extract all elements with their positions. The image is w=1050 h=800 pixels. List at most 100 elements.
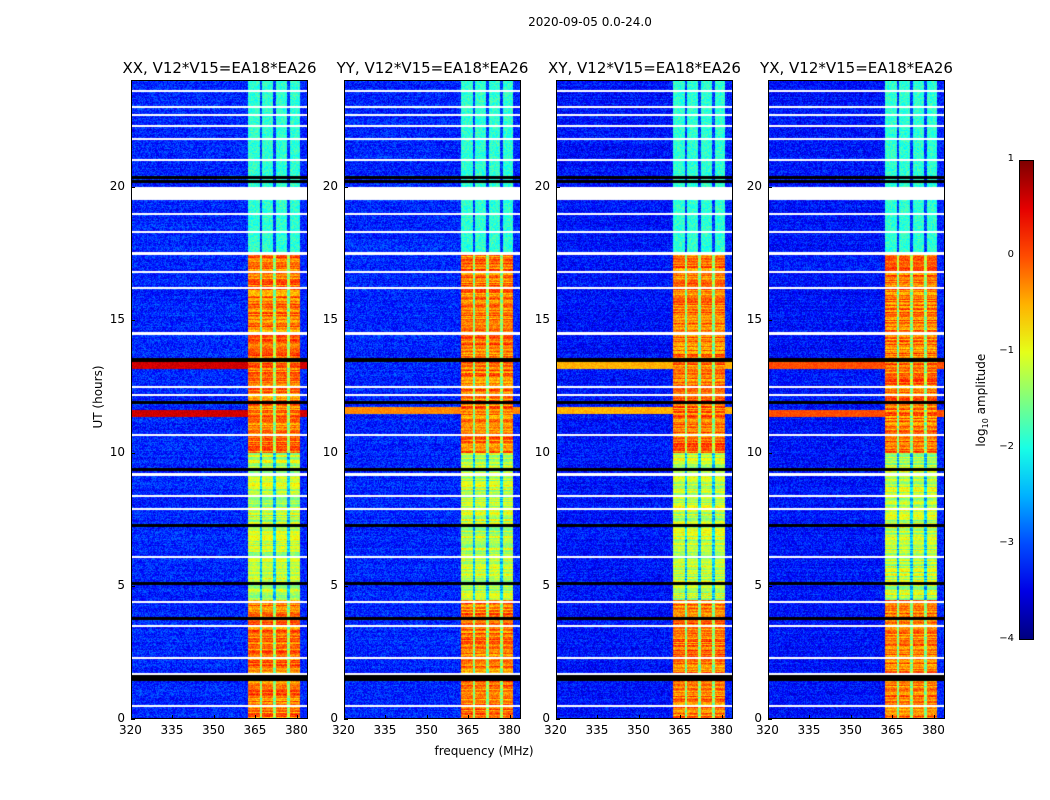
x-tick-label: 350 [201, 723, 225, 737]
panel-title: YX, V12*V15=EA18*EA26 [760, 59, 953, 77]
y-tick-label: 0 [117, 711, 125, 725]
x-tick-mark [850, 715, 852, 719]
x-axis-label: frequency (MHz) [434, 744, 534, 758]
y-tick-label: 15 [322, 311, 338, 326]
colorbar-tick-label: 1 [1007, 153, 1014, 164]
x-tick-label: 365 [880, 723, 904, 737]
x-tick-label: 365 [668, 723, 692, 737]
x-tick-label: 320 [544, 723, 567, 737]
y-tick-mark [131, 319, 135, 321]
x-tick-mark [809, 715, 811, 719]
y-tick-mark [131, 719, 135, 720]
heatmap-panel: XY, V12*V15=EA18*EA26 320 335 350 365 380 0 5 10… [535, 59, 741, 737]
heatmap-cells [768, 80, 945, 719]
y-tick-label: 20 [746, 178, 762, 193]
colorbar-tick-label: −2 [999, 441, 1014, 452]
y-tick-label: 20 [109, 178, 125, 193]
x-tick-mark [344, 715, 345, 719]
x-tick-label: 350 [626, 723, 650, 737]
x-tick-mark [509, 715, 511, 719]
x-tick-label: 380 [921, 723, 945, 737]
y-tick-label: 5 [330, 577, 338, 592]
colorbar-label: log10 amplitude [973, 353, 991, 447]
y-tick-label: 5 [542, 577, 550, 592]
heatmap-panel: XX, V12*V15=EA18*EA26 320 335 350 365 380 0 5 10… [110, 59, 317, 737]
y-tick-label: 15 [746, 311, 762, 326]
colorbar-tick-label: 0 [1007, 249, 1014, 260]
x-tick-label: 335 [160, 723, 184, 737]
x-tick-mark [426, 715, 428, 719]
heatmap-cells [344, 80, 521, 719]
y-tick-mark [768, 319, 772, 321]
x-tick-mark [172, 715, 174, 719]
y-tick-label: 5 [117, 577, 125, 592]
x-tick-mark [933, 715, 935, 719]
y-tick-mark [344, 719, 348, 720]
y-tick-mark [556, 585, 560, 587]
y-tick-label: 10 [534, 444, 550, 459]
x-tick-mark [680, 715, 682, 719]
y-tick-label: 15 [109, 311, 125, 326]
panel-title: YY, V12*V15=EA18*EA26 [336, 59, 529, 77]
x-tick-mark [468, 715, 470, 719]
x-tick-label: 350 [414, 723, 438, 737]
y-tick-mark [344, 452, 348, 454]
y-tick-mark [131, 186, 135, 188]
y-tick-label: 5 [754, 577, 762, 592]
x-tick-label: 365 [456, 723, 480, 737]
y-tick-label: 10 [746, 444, 762, 459]
x-tick-mark [892, 715, 894, 719]
y-tick-mark [768, 585, 772, 587]
heatmap-panel: YY, V12*V15=EA18*EA26 320 335 350 365 380 0 5 10… [323, 59, 529, 737]
figure-title: 2020-09-05 0.0-24.0 [528, 15, 652, 29]
y-tick-mark [556, 452, 560, 454]
x-tick-mark [638, 715, 640, 719]
x-tick-label: 335 [797, 723, 821, 737]
y-tick-mark [131, 452, 135, 454]
y-tick-mark [768, 452, 772, 454]
y-tick-label: 20 [534, 178, 550, 193]
x-tick-label: 380 [497, 723, 521, 737]
y-tick-label: 15 [534, 311, 550, 326]
x-tick-mark [721, 715, 723, 719]
x-tick-label: 380 [284, 723, 308, 737]
colorbar-tick-label: −1 [999, 345, 1014, 356]
y-tick-mark [768, 186, 772, 188]
x-tick-label: 335 [373, 723, 397, 737]
panel-title: XY, V12*V15=EA18*EA26 [548, 59, 741, 77]
x-tick-mark [385, 715, 387, 719]
panel-title: XX, V12*V15=EA18*EA26 [122, 59, 317, 77]
y-tick-mark [556, 186, 560, 188]
y-tick-label: 0 [330, 711, 338, 725]
y-tick-label: 10 [322, 444, 338, 459]
x-tick-label: 350 [838, 723, 862, 737]
x-tick-mark [213, 715, 215, 719]
x-tick-mark [768, 715, 769, 719]
y-tick-label: 0 [542, 711, 550, 725]
y-tick-mark [768, 719, 772, 720]
x-tick-label: 365 [243, 723, 267, 737]
x-tick-label: 380 [709, 723, 733, 737]
y-tick-label: 0 [754, 711, 762, 725]
x-tick-label: 320 [332, 723, 355, 737]
x-tick-mark [597, 715, 599, 719]
x-tick-mark [255, 715, 257, 719]
colorbar-tick-label: −4 [999, 633, 1014, 644]
y-tick-mark [131, 585, 135, 587]
y-tick-mark [344, 585, 348, 587]
colorbar [1019, 160, 1034, 640]
x-tick-mark [296, 715, 298, 719]
colorbar-tick-label: −3 [999, 537, 1014, 548]
y-tick-label: 10 [109, 444, 125, 459]
heatmap-panel: YX, V12*V15=EA18*EA26 320 335 350 365 380 0 5 10… [747, 59, 953, 737]
y-tick-mark [344, 186, 348, 188]
y-tick-mark [556, 319, 560, 321]
x-tick-mark [131, 715, 132, 719]
y-tick-mark [556, 719, 560, 720]
x-tick-label: 320 [756, 723, 779, 737]
heatmap-cells [131, 80, 308, 719]
y-tick-mark [344, 319, 348, 321]
heatmap-cells [556, 80, 733, 719]
y-axis-label: UT (hours) [91, 365, 105, 429]
